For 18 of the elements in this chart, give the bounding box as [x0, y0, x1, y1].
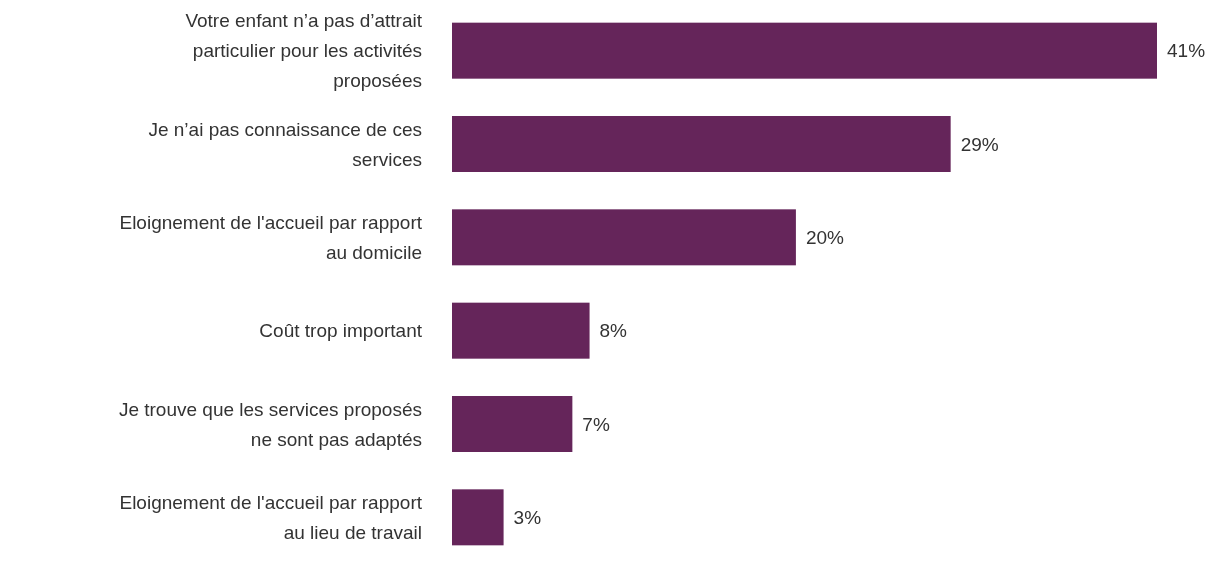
- data-label: 20%: [805, 226, 845, 248]
- data-label: 41%: [1167, 40, 1206, 62]
- y-tick-label: Je trouve que les services proposés ne sont pas adaptés: [118, 398, 422, 450]
- bar: [452, 22, 1157, 79]
- data-label: 3%: [513, 506, 542, 528]
- bar: [452, 302, 590, 359]
- bar: [452, 489, 504, 546]
- bar: [452, 209, 796, 266]
- data-label: 7%: [582, 413, 610, 435]
- data-label: 8%: [599, 320, 628, 342]
- y-tick-label: Eloignement de l'accueil par rapport au domicile: [119, 211, 423, 263]
- y-tick-label: Coût trop important: [259, 320, 423, 342]
- y-tick-label: Je n’ai pas connaissance de ces services: [148, 118, 422, 170]
- bar: [452, 116, 951, 172]
- y-tick-label: Votre enfant n’a pas d’attrait particulier pour les activités proposées: [185, 10, 423, 92]
- data-label: 29%: [960, 133, 999, 155]
- y-tick-label: Eloignement de l'accueil par rapport au lieu de travail: [119, 491, 423, 543]
- bar: [452, 396, 573, 452]
